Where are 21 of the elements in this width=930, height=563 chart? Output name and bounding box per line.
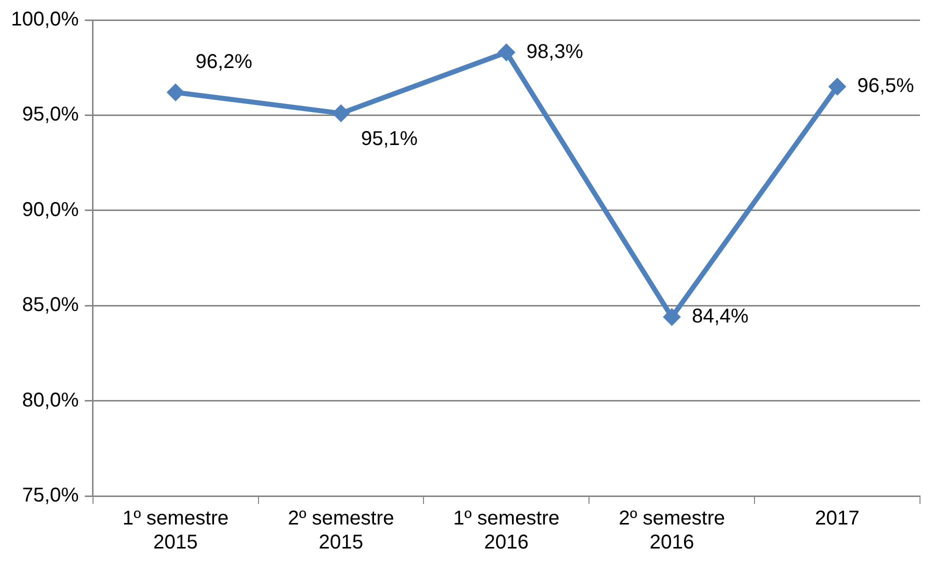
x-tick-label: 2017 (815, 508, 860, 530)
data-label: 96,5% (857, 75, 914, 98)
point (662, 308, 681, 326)
data-label: 96,2% (196, 50, 252, 73)
point (332, 104, 350, 122)
y-tick-label: 85,0% (22, 294, 80, 316)
y-tick-label: 80,0% (22, 389, 80, 412)
y-tick-label: 95,0% (22, 104, 80, 126)
point (828, 78, 846, 96)
data-label: 98,3% (526, 40, 584, 63)
y-tick-label: 75,0% (22, 484, 80, 507)
x-tick-label: 2º semestre 2015 (288, 508, 394, 554)
x-tick-label: 1º semestre 2016 (453, 508, 560, 554)
point (166, 83, 185, 102)
data-label: 95,1% (360, 128, 418, 150)
data-label: 84,4% (692, 306, 749, 328)
y-tick-label: 90,0% (22, 198, 80, 221)
x-tick-label: 2º semestre 2016 (618, 508, 725, 554)
point (497, 43, 516, 62)
y-tick-label: 100,0% (10, 8, 80, 31)
x-tick-label: 1º semestre 2015 (122, 508, 229, 554)
